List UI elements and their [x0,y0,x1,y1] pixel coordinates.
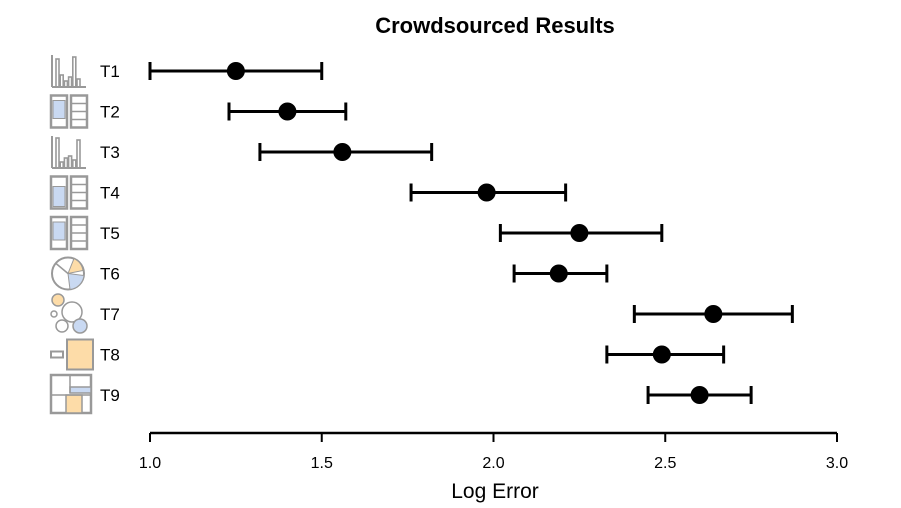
row-label-t7: T7 [100,305,120,324]
bubble-chart-icon [50,293,88,334]
row-label-t5: T5 [100,224,120,243]
row-label-t2: T2 [100,103,120,122]
bar-chart-icon [51,55,86,88]
row-label-t6: T6 [100,265,120,284]
icon-pie-slice [67,257,84,275]
data-point [704,305,723,323]
x-tick-label: 3.0 [826,455,848,472]
data-point [549,264,568,283]
row-label-t1: T1 [100,62,120,81]
data-point [278,102,297,121]
icon-bar [72,56,77,88]
rows: T1 T2 T3 T4 T5 T6 T7 T8 T9 [100,62,794,405]
pie-chart-icon [51,256,85,291]
icon-bar [67,155,73,169]
row-label-t8: T8 [100,346,120,365]
icon-treemap-cell [69,386,92,394]
icon-bar [76,78,81,88]
icon-bar [55,58,60,88]
icon-bubble [50,310,58,318]
icon-treemap-cell [65,394,83,414]
icon-pie-slice [67,272,85,291]
icon-box [49,175,69,210]
x-tick-label: 1.0 [139,455,161,472]
area-square-icon [50,338,94,371]
icon-bar [59,161,65,169]
x-tick-label: 1.5 [311,455,333,472]
icon-small-square [50,350,64,359]
chart-title: Crowdsourced Results [375,13,615,38]
data-point [333,143,352,161]
icon-box [49,94,69,129]
row-label-t3: T3 [100,143,120,162]
icon-pie-outline [51,256,85,291]
icon-bar [72,159,77,169]
x-axis: 1.0 1.5 2.0 2.5 3.0 [139,431,848,472]
data-point [690,386,709,404]
icon-pie-divider [55,262,69,275]
x-axis-label: Log Error [451,480,539,503]
icon-bar [63,157,69,169]
icon-bar [59,74,65,88]
icon-fill [52,221,66,241]
icon-bar [55,137,60,169]
icon-big-square [66,338,94,371]
icon-bubble [51,293,65,307]
data-point [652,345,671,364]
icon-fill [52,186,66,207]
row-label-t4: T4 [100,184,120,203]
row-label-t9: T9 [100,386,120,405]
data-point [477,183,496,202]
icon-fill [52,100,66,119]
bar-chart-icon [51,136,86,169]
icon-bubble [61,301,83,323]
treemap-icon [49,373,93,415]
row-icons [49,55,94,415]
icon-bubble [55,319,69,333]
icon-bar [76,139,81,169]
stacked-bar-icon [49,175,89,210]
icon-bar [63,80,69,88]
data-point [226,62,245,80]
data-point [570,224,589,242]
x-tick-label: 2.5 [654,455,676,472]
stacked-bar-icon [49,215,89,251]
icon-box [49,215,69,251]
icon-bubble [72,318,88,334]
x-tick-label: 2.0 [482,455,504,472]
stacked-bar-icon [49,94,89,129]
icon-bar [67,76,73,88]
